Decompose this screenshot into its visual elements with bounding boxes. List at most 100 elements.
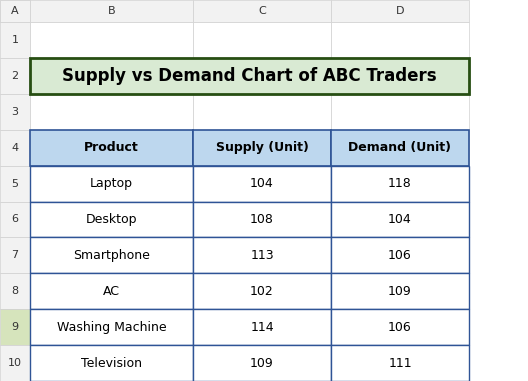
Text: 3: 3	[12, 107, 18, 117]
Bar	[331, 345, 469, 381]
Bar	[193, 345, 331, 381]
Bar	[331, 202, 469, 237]
Text: Demand (Unit): Demand (Unit)	[348, 141, 451, 154]
Bar	[193, 237, 331, 273]
Bar	[193, 166, 331, 202]
Text: 109: 109	[388, 285, 412, 298]
Text: 8: 8	[12, 286, 18, 296]
Bar	[0, 345, 30, 381]
Bar	[0, 237, 30, 273]
Text: 108: 108	[250, 213, 274, 226]
Bar	[0, 202, 30, 237]
Bar	[331, 309, 469, 345]
Text: B: B	[108, 6, 115, 16]
Bar	[193, 130, 331, 166]
Bar	[30, 237, 193, 273]
Text: C: C	[258, 6, 266, 16]
Bar	[193, 166, 331, 202]
Bar	[30, 58, 469, 94]
Text: 7: 7	[12, 250, 18, 260]
Bar	[30, 273, 193, 309]
Text: Desktop: Desktop	[86, 213, 137, 226]
Bar	[331, 202, 469, 237]
Text: Washing Machine: Washing Machine	[56, 321, 166, 334]
Bar	[30, 345, 193, 381]
Text: 106: 106	[388, 249, 412, 262]
Bar	[30, 202, 193, 237]
Bar	[0, 94, 30, 130]
Bar	[193, 58, 331, 94]
Bar	[331, 273, 469, 309]
Bar	[193, 22, 331, 58]
Bar	[30, 345, 193, 381]
Bar	[193, 237, 331, 273]
Text: D: D	[396, 6, 404, 16]
Bar	[30, 309, 193, 345]
Bar	[331, 237, 469, 273]
Bar	[331, 237, 469, 273]
Bar	[30, 237, 193, 273]
Text: 4: 4	[12, 142, 18, 153]
Text: 113: 113	[250, 249, 274, 262]
Bar	[193, 309, 331, 345]
Bar	[193, 345, 331, 381]
Bar	[0, 273, 30, 309]
Text: 104: 104	[250, 177, 274, 190]
Bar	[30, 166, 193, 202]
Bar	[0, 309, 30, 345]
Bar	[30, 273, 193, 309]
Text: 1: 1	[12, 35, 18, 45]
Text: Product: Product	[84, 141, 139, 154]
Text: Supply vs Demand Chart of ABC Traders: Supply vs Demand Chart of ABC Traders	[62, 67, 437, 85]
Bar	[30, 130, 193, 166]
Bar	[331, 130, 469, 166]
Text: Smartphone: Smartphone	[73, 249, 150, 262]
Bar	[193, 0, 331, 22]
Bar	[193, 202, 331, 237]
Text: 111: 111	[388, 357, 412, 370]
Bar	[331, 94, 469, 130]
Bar	[331, 273, 469, 309]
Bar	[0, 130, 30, 166]
Bar	[193, 273, 331, 309]
Text: 114: 114	[250, 321, 274, 334]
Bar	[30, 22, 193, 58]
Bar	[193, 130, 331, 166]
Bar	[0, 58, 30, 94]
Bar	[331, 309, 469, 345]
Bar	[331, 22, 469, 58]
Text: 2: 2	[12, 71, 18, 81]
Text: 109: 109	[250, 357, 274, 370]
Text: A: A	[11, 6, 19, 16]
Bar	[30, 130, 193, 166]
Bar	[30, 166, 193, 202]
Bar	[193, 202, 331, 237]
Bar	[331, 0, 469, 22]
Text: 6: 6	[12, 215, 18, 224]
Bar	[0, 166, 30, 202]
Bar	[30, 58, 193, 94]
Text: 10: 10	[8, 358, 22, 368]
Bar	[193, 94, 331, 130]
Bar	[30, 309, 193, 345]
Text: 5: 5	[12, 179, 18, 189]
Bar	[193, 273, 331, 309]
Text: Supply (Unit): Supply (Unit)	[215, 141, 308, 154]
Bar	[331, 345, 469, 381]
Bar	[30, 94, 193, 130]
Bar	[193, 309, 331, 345]
Text: 102: 102	[250, 285, 274, 298]
Text: Laptop: Laptop	[90, 177, 133, 190]
Text: 104: 104	[388, 213, 412, 226]
Bar	[0, 0, 30, 22]
Text: 9: 9	[12, 322, 18, 332]
Bar	[331, 166, 469, 202]
Bar	[0, 0, 30, 22]
Text: AC: AC	[103, 285, 120, 298]
Bar	[331, 58, 469, 94]
Bar	[30, 202, 193, 237]
Bar	[331, 166, 469, 202]
Bar	[30, 0, 193, 22]
Text: 106: 106	[388, 321, 412, 334]
Bar	[0, 22, 30, 58]
